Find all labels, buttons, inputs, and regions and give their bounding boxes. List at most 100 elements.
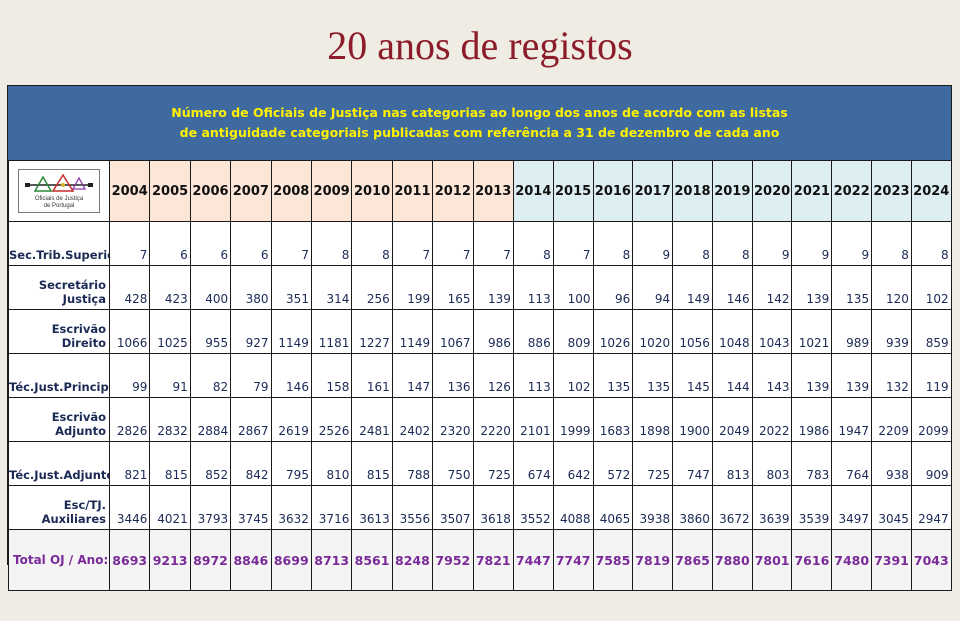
- table-cell: 126: [472, 353, 514, 398]
- table-cell: 1900: [672, 397, 713, 442]
- table-cell: 139: [831, 353, 873, 398]
- table-cell: 986: [472, 309, 514, 354]
- table-cell: 135: [632, 353, 674, 398]
- table-cell: 2947: [910, 485, 952, 530]
- table-cell: 2526: [310, 397, 353, 442]
- total-cell: 9213: [149, 529, 191, 591]
- table-cell: 132: [871, 353, 912, 398]
- total-cell: 7819: [632, 529, 674, 591]
- table-cell: 135: [592, 353, 634, 398]
- year-header: 2011: [391, 160, 434, 222]
- table-cell: 2402: [391, 397, 434, 442]
- table-cell: 113: [512, 265, 554, 310]
- table-cell: 795: [270, 441, 312, 486]
- table-cell: 1947: [831, 397, 873, 442]
- total-cell: 7865: [672, 529, 713, 591]
- total-cell: 7447: [512, 529, 554, 591]
- table-cell: 3539: [791, 485, 833, 530]
- table-cell: 3507: [432, 485, 474, 530]
- year-header: 2019: [711, 160, 753, 222]
- table-cell: 1025: [149, 309, 191, 354]
- year-header: 2015: [552, 160, 594, 222]
- total-cell: 8699: [270, 529, 312, 591]
- table-cell: 572: [592, 441, 634, 486]
- table-cell: 3639: [751, 485, 793, 530]
- table-cell: 750: [432, 441, 474, 486]
- table-cell: 2826: [108, 397, 151, 442]
- table-cell: 3045: [871, 485, 912, 530]
- header-row: Oficiais de Justiça de Portugal 2004 2005…: [8, 160, 952, 222]
- table-cell: 4065: [592, 485, 634, 530]
- year-header: 2010: [351, 160, 393, 222]
- table-cell: 788: [391, 441, 434, 486]
- table-cell: 158: [310, 353, 353, 398]
- table-cell: 3613: [351, 485, 393, 530]
- table-cell: 938: [871, 441, 912, 486]
- table-cell: 859: [910, 309, 952, 354]
- table-cell: 1020: [632, 309, 674, 354]
- logo-text-line-1: Oficiais de Justiça: [34, 196, 84, 202]
- table-cell: 135: [831, 265, 873, 310]
- table-cell: 7: [552, 221, 594, 266]
- table-row: Téc.Just.Adjunto 821 815 852 842 795 810 815 788…: [8, 441, 952, 486]
- table-cell: 91: [149, 353, 191, 398]
- table-cell: 142: [751, 265, 793, 310]
- total-cell: 8972: [189, 529, 232, 591]
- data-table-frame: Número de Oficiais de Justiça nas catego…: [7, 85, 952, 591]
- table-cell: 256: [351, 265, 393, 310]
- table-cell: 1683: [592, 397, 634, 442]
- year-header: 2013: [472, 160, 514, 222]
- table-cell: 821: [108, 441, 151, 486]
- table-row: Escrivão Direito 1066 1025 955 927 1149 1181 12…: [8, 309, 952, 354]
- table-cell: 3497: [831, 485, 873, 530]
- table-cell: 642: [552, 441, 594, 486]
- table-cell: 165: [432, 265, 474, 310]
- table-row: Téc.Just.Principal 99 91 82 79 146 158 161 147 13…: [8, 353, 952, 398]
- table-cell: 139: [791, 265, 833, 310]
- table-cell: 8: [672, 221, 713, 266]
- table-cell: 1067: [432, 309, 474, 354]
- table-cell: 102: [552, 353, 594, 398]
- total-cell: 7801: [751, 529, 793, 591]
- year-header: 2017: [632, 160, 674, 222]
- table-cell: 813: [711, 441, 753, 486]
- table-cell: 120: [871, 265, 912, 310]
- table-cell: 3793: [189, 485, 232, 530]
- logo-text-line-2: de Portugal: [43, 203, 75, 209]
- year-header: 2023: [871, 160, 912, 222]
- table-cell: 146: [270, 353, 312, 398]
- table-cell: 428: [108, 265, 151, 310]
- table-cell: 2220: [472, 397, 514, 442]
- table-cell: 146: [711, 265, 753, 310]
- table-cell: 2099: [910, 397, 952, 442]
- table-cell: 7: [108, 221, 151, 266]
- total-cell: 7043: [910, 529, 952, 591]
- table-cell: 1181: [310, 309, 353, 354]
- table-cell: 8: [310, 221, 353, 266]
- table-cell: 725: [632, 441, 674, 486]
- table-cell: 927: [230, 309, 272, 354]
- table-cell: 810: [310, 441, 353, 486]
- total-cell: 8561: [351, 529, 393, 591]
- justice-logo-icon: Oficiais de Justiça de Portugal: [18, 169, 100, 213]
- table-row: Escrivão Adjunto 2826 2832 2884 2867 2619 2526…: [8, 397, 952, 442]
- year-header: 2007: [230, 160, 272, 222]
- table-cell: 1056: [672, 309, 713, 354]
- year-header: 2022: [831, 160, 873, 222]
- table-cell: 1898: [632, 397, 674, 442]
- table-cell: 815: [351, 441, 393, 486]
- table-cell: 8: [512, 221, 554, 266]
- table-cell: 2481: [351, 397, 393, 442]
- table-cell: 199: [391, 265, 434, 310]
- year-header: 2009: [310, 160, 353, 222]
- table-cell: 1043: [751, 309, 793, 354]
- table-row: Sec.Trib.Superior766678877787898899988: [8, 221, 952, 266]
- year-header: 2016: [592, 160, 634, 222]
- table-cell: 3716: [310, 485, 353, 530]
- table-cell: 82: [189, 353, 232, 398]
- table-cell: 1026: [592, 309, 634, 354]
- table-cell: 2867: [230, 397, 272, 442]
- total-cell: 8248: [391, 529, 434, 591]
- table-cell: 2049: [711, 397, 753, 442]
- table-cell: 136: [432, 353, 474, 398]
